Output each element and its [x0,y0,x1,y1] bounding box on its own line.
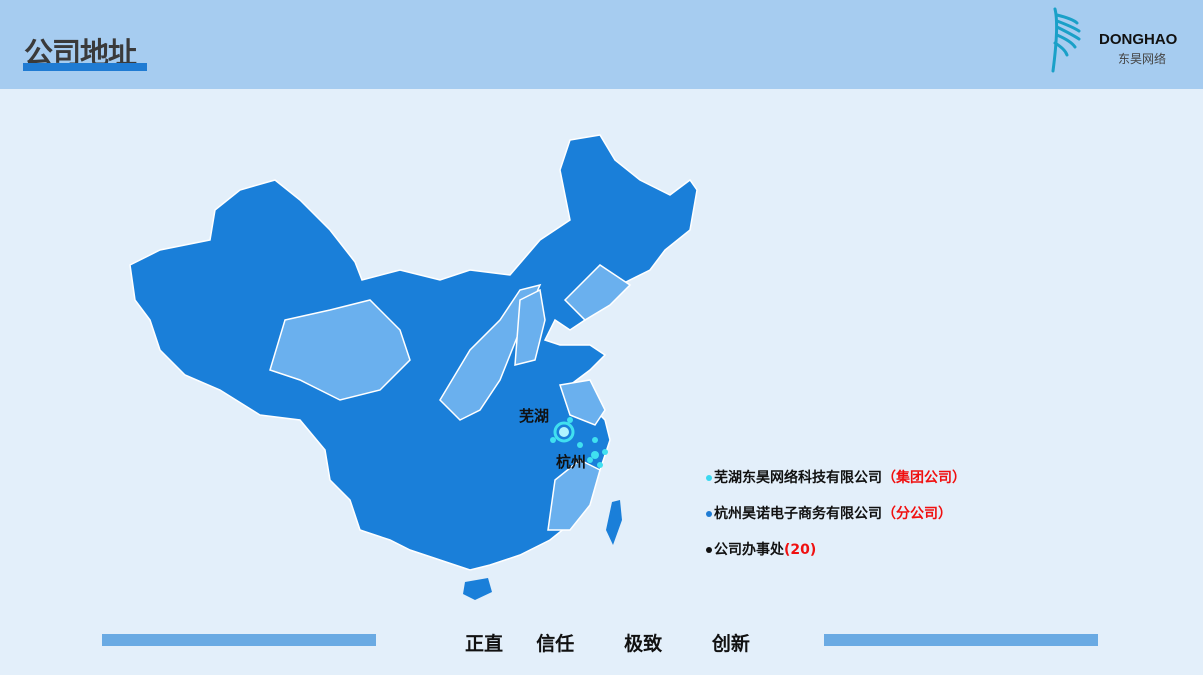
logo-text: DONGHAO [1099,31,1178,48]
legend-tag: （集团公司） [882,470,966,486]
hainan [463,578,492,600]
blue-dot-icon [706,511,712,517]
taiwan [606,500,622,545]
province-shanxi [514,288,546,366]
office-dot [587,457,593,463]
legend-item-branch: 杭州昊诺电子商务有限公司（分公司） [706,503,952,523]
black-dot-icon [706,547,712,553]
hq-marker-ring[interactable] [553,421,575,443]
office-dot [550,437,556,443]
branch-marker[interactable] [591,451,599,459]
city-label-wuhu: 芜湖 [519,407,550,425]
province-liaoning [563,264,632,321]
legend-tag: （分公司） [882,506,952,522]
legend-text: 公司办事处 [714,542,784,558]
office-dot [577,442,583,448]
province-jiangsu [559,379,606,426]
legend-tag: (20) [784,542,817,558]
province-zhejiang-fujian [547,459,601,531]
province-qinghai [269,299,411,401]
office-dot [567,417,573,423]
office-dot [602,449,608,455]
hq-marker[interactable] [559,427,569,437]
company-logo-icon [1051,7,1081,73]
footer-motto: 正直 信任 极致 创新 [465,633,750,655]
header-bar [0,0,1203,89]
cyan-dot-icon [706,475,712,481]
footer-line-right [824,634,1098,646]
legend-item-offices: 公司办事处(20) [706,539,816,559]
legend-item-hq: 芜湖东昊网络科技有限公司（集团公司） [706,467,966,487]
footer-line-left [102,634,376,646]
office-dot [592,437,598,443]
legend-text: 芜湖东昊网络科技有限公司 [714,470,882,486]
title-underline [23,63,147,71]
city-label-hangzhou: 杭州 [556,453,587,471]
legend-text: 杭州昊诺电子商务有限公司 [714,506,882,522]
office-dot [597,462,603,468]
china-mainland [129,134,698,571]
logo-subtitle: 东昊网络 [1118,52,1167,66]
